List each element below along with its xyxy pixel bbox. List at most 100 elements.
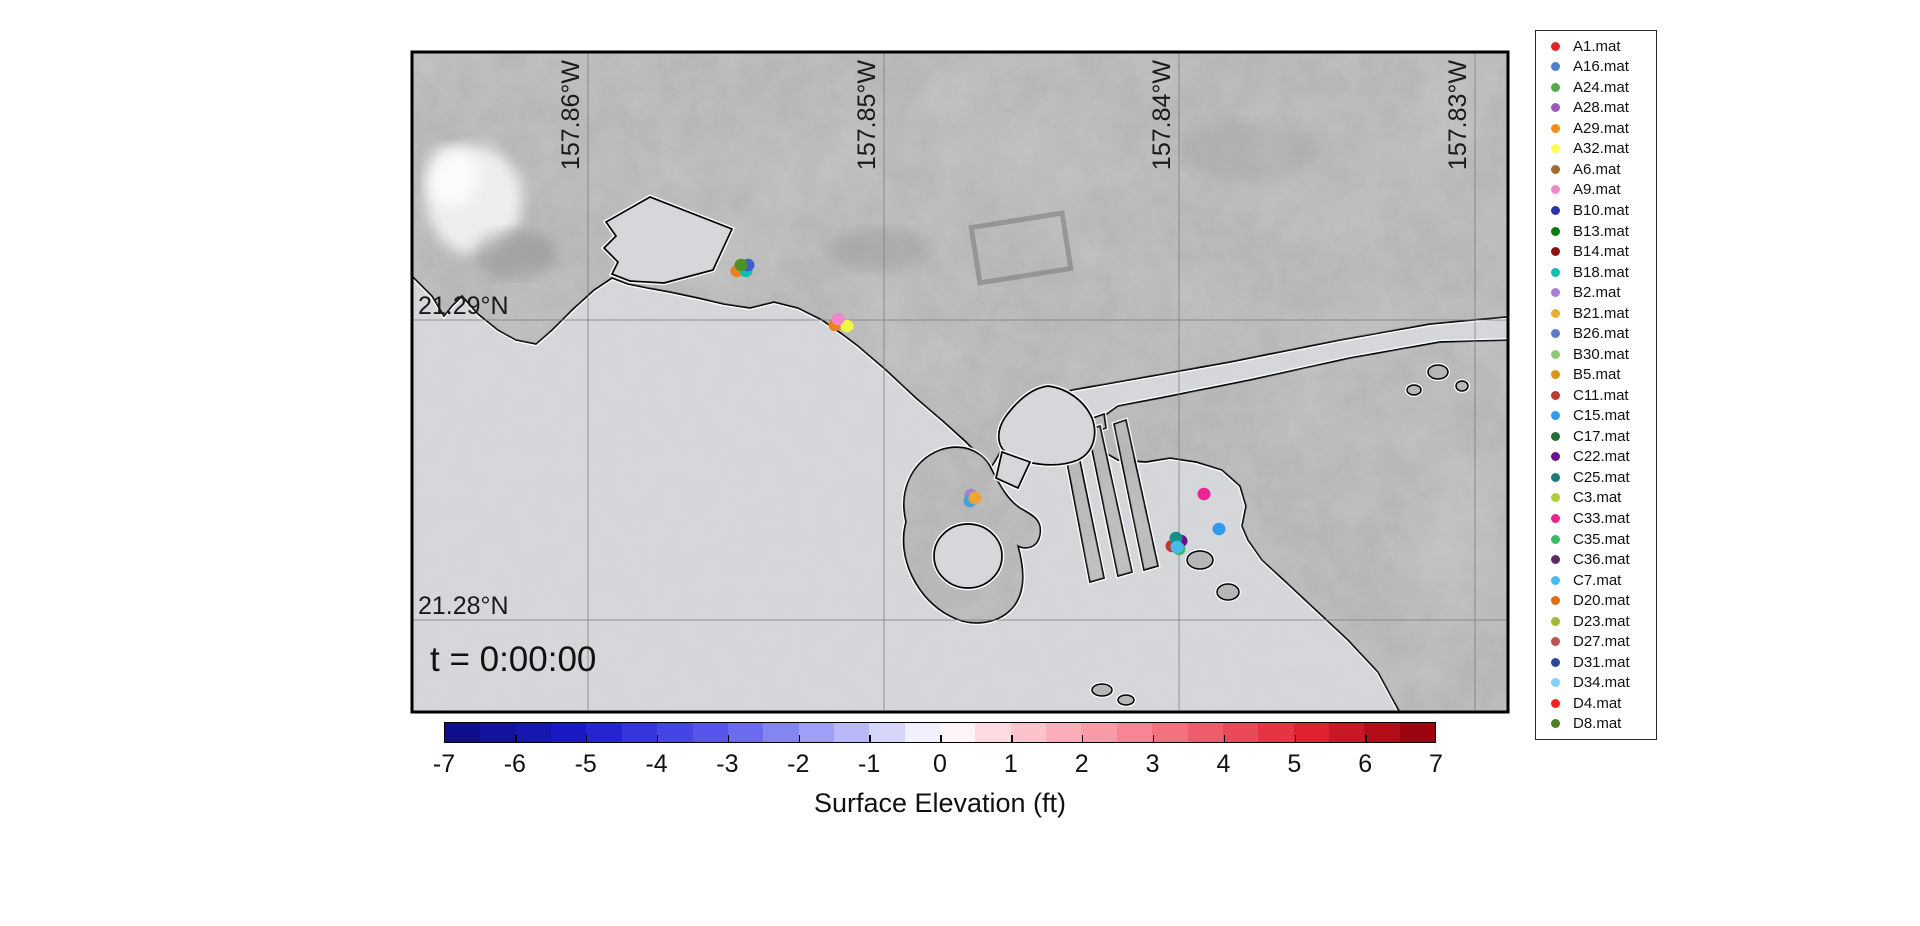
legend-item-label: D23.mat xyxy=(1573,612,1630,630)
legend-item-label: C15.mat xyxy=(1573,407,1630,425)
colorbar-tick-label: -7 xyxy=(432,750,456,778)
colorbar-tick-label: 3 xyxy=(1145,750,1160,778)
legend-item: A32.mat xyxy=(1536,139,1656,160)
legend-item: C22.mat xyxy=(1536,447,1656,468)
legend-marker-dot xyxy=(1551,575,1560,585)
legend-item: B18.mat xyxy=(1536,262,1656,283)
legend-item: B5.mat xyxy=(1536,365,1656,386)
colorbar-axis-label: Surface Elevation (ft) xyxy=(813,788,1067,818)
colorbar-segment xyxy=(1010,723,1047,742)
legend-item: C35.mat xyxy=(1536,529,1656,550)
legend-marker-dot xyxy=(1551,390,1560,400)
legend-marker-dot xyxy=(1551,472,1560,482)
islet xyxy=(1117,694,1135,706)
lon-tick-label: 157.85°W xyxy=(853,60,881,171)
colorbar-tick xyxy=(585,735,588,742)
legend-item: A1.mat xyxy=(1536,36,1656,57)
legend-item-label: C25.mat xyxy=(1573,468,1630,486)
legend-item-label: C33.mat xyxy=(1573,509,1630,527)
legend-item-label: A24.mat xyxy=(1573,78,1629,96)
legend-marker-dot xyxy=(1551,185,1560,195)
colorbar xyxy=(444,722,1436,743)
station-dot xyxy=(968,491,982,505)
lat-tick-label: 21.29°N xyxy=(418,292,509,320)
legend-marker-dot xyxy=(1551,719,1560,729)
colorbar-tick xyxy=(1365,735,1367,742)
legend-item: A6.mat xyxy=(1536,159,1656,180)
legend-marker-dot xyxy=(1551,226,1560,236)
colorbar-segment xyxy=(621,723,658,742)
station-dot xyxy=(1170,540,1184,554)
colorbar-segment xyxy=(763,723,799,742)
legend-item: B14.mat xyxy=(1536,241,1656,262)
legend-item-label: D8.mat xyxy=(1573,715,1622,733)
legend-marker-dot xyxy=(1551,513,1560,523)
legend-marker-dot xyxy=(1551,698,1560,708)
legend-item: A16.mat xyxy=(1536,57,1656,78)
legend-item-label: D34.mat xyxy=(1573,674,1630,692)
colorbar-tick-label: 7 xyxy=(1429,750,1443,778)
legend-item-label: D27.mat xyxy=(1573,633,1630,651)
colorbar-tick-label: -6 xyxy=(503,750,526,778)
colorbar-segment xyxy=(727,723,764,742)
legend-item-label: A16.mat xyxy=(1573,58,1629,76)
colorbar-segment xyxy=(940,723,976,742)
legend-item-label: A6.mat xyxy=(1573,160,1621,178)
coastline xyxy=(997,385,1096,466)
legend-marker-dot xyxy=(1551,370,1560,380)
legend-item-label: D31.mat xyxy=(1573,653,1630,671)
islet xyxy=(1427,364,1449,380)
colorbar-segment xyxy=(1046,723,1082,742)
lagoon-pond xyxy=(933,523,1003,589)
legend-marker-dot xyxy=(1551,411,1560,421)
coastline xyxy=(602,196,734,284)
colorbar-segment xyxy=(480,723,516,742)
colorbar-tick xyxy=(727,735,730,742)
legend-marker-dot xyxy=(1551,616,1560,626)
colorbar-tick-label: 2 xyxy=(1074,750,1089,778)
legend-item: D23.mat xyxy=(1536,611,1656,632)
legend-marker-dot xyxy=(1551,288,1560,298)
colorbar-segment xyxy=(1187,723,1223,742)
colorbar-tick xyxy=(1294,735,1297,742)
legend-item-label: D20.mat xyxy=(1573,592,1630,610)
colorbar-tick xyxy=(656,735,659,742)
legend-marker-dot xyxy=(1551,329,1560,339)
legend-item: C17.mat xyxy=(1536,426,1656,447)
lon-tick-label: 157.84°W xyxy=(1148,60,1176,171)
legend-item: D20.mat xyxy=(1536,590,1656,611)
colorbar-tick-label: 4 xyxy=(1216,750,1231,778)
islet xyxy=(1216,583,1240,601)
colorbar-segment xyxy=(1081,723,1117,742)
colorbar-segment xyxy=(1293,723,1329,742)
legend-marker-dot xyxy=(1551,41,1560,51)
station-dot xyxy=(840,319,854,333)
station-dot xyxy=(1197,487,1211,501)
colorbar-segment xyxy=(1258,723,1294,742)
legend-marker-dot xyxy=(1551,82,1560,92)
legend-item: A29.mat xyxy=(1536,118,1656,139)
colorbar-segment xyxy=(692,723,728,742)
legend-item: B30.mat xyxy=(1536,344,1656,365)
legend-item: A28.mat xyxy=(1536,98,1656,119)
legend-marker-dot xyxy=(1551,267,1560,277)
legend-marker-dot xyxy=(1551,103,1560,113)
legend-marker-dot xyxy=(1551,164,1560,174)
legend-item-label: C3.mat xyxy=(1573,489,1622,507)
legend-item-label: B14.mat xyxy=(1573,243,1629,261)
colorbar-segment xyxy=(551,723,587,742)
islet xyxy=(1186,550,1214,570)
legend-marker-dot xyxy=(1551,657,1560,667)
lat-tick-label: 21.28°N xyxy=(418,592,509,620)
legend-marker-dot xyxy=(1551,349,1560,359)
colorbar-segment xyxy=(586,723,622,742)
colorbar-tick xyxy=(1223,735,1226,742)
legend-marker-dot xyxy=(1551,144,1560,154)
colorbar-segment xyxy=(1152,723,1188,742)
colorbar-tick-label: 6 xyxy=(1358,750,1373,778)
legend-item: B13.mat xyxy=(1536,221,1656,242)
legend-item: C3.mat xyxy=(1536,488,1656,509)
legend-item-label: A1.mat xyxy=(1573,37,1621,55)
